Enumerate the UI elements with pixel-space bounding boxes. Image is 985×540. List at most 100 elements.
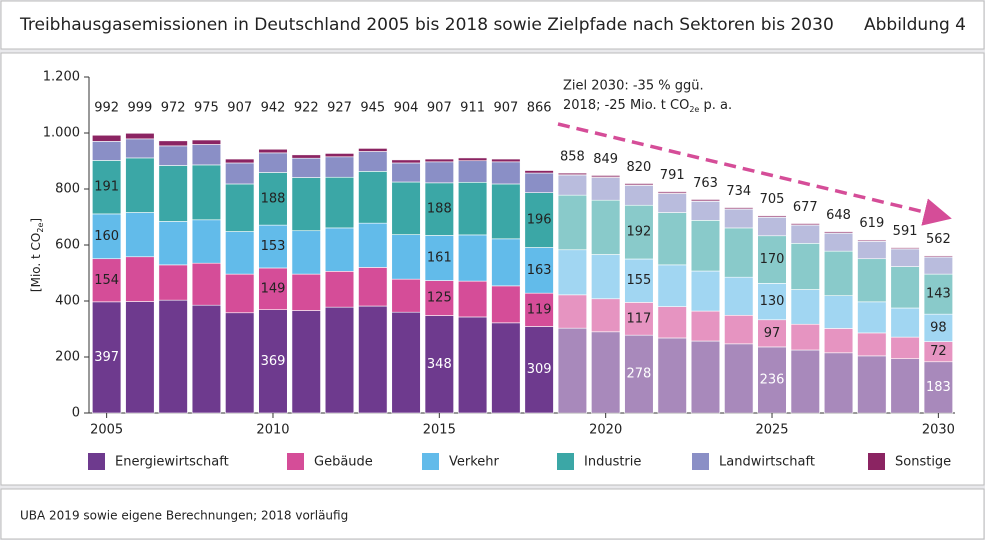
value-label: 143 bbox=[926, 287, 951, 302]
chart-title: Treibhausgasemissionen in Deutschland 20… bbox=[19, 15, 834, 35]
total-label: 858 bbox=[560, 149, 585, 164]
bar-segment bbox=[424, 182, 454, 236]
value-label: 183 bbox=[926, 380, 951, 395]
bar-segment bbox=[391, 159, 421, 164]
bar-segment bbox=[591, 254, 621, 300]
total-label: 942 bbox=[261, 101, 286, 116]
bar-segment bbox=[557, 174, 588, 196]
bar-segment bbox=[358, 267, 388, 307]
y-label-end: ] bbox=[29, 218, 43, 223]
bar-segment bbox=[757, 235, 787, 284]
legend-label: Landwirtschaft bbox=[719, 455, 815, 470]
total-label: 922 bbox=[294, 101, 319, 116]
bar-segment bbox=[191, 164, 222, 221]
legend-swatch bbox=[287, 453, 304, 470]
bar-segment bbox=[424, 315, 454, 414]
total-label: 904 bbox=[394, 101, 419, 116]
bar-segment bbox=[225, 183, 255, 232]
bar-segment bbox=[591, 331, 621, 414]
bar-segment bbox=[92, 213, 122, 260]
bar-segment bbox=[258, 172, 288, 226]
bar-segment bbox=[258, 224, 288, 269]
bar-segment bbox=[491, 158, 521, 163]
bar-segment bbox=[790, 349, 820, 414]
bar-segment bbox=[191, 262, 222, 306]
bar-segment bbox=[757, 346, 787, 414]
y-label-sub: 2e bbox=[36, 223, 45, 233]
bar-segment bbox=[225, 158, 255, 164]
bar-segment bbox=[790, 224, 820, 244]
value-label: 192 bbox=[627, 225, 652, 240]
bar-segment bbox=[258, 152, 288, 173]
header-panel bbox=[0, 0, 985, 50]
y-tick-label: 1.200 bbox=[43, 70, 80, 85]
bar-segment bbox=[258, 267, 288, 310]
bar-segment bbox=[225, 312, 255, 414]
bar-segment bbox=[690, 220, 721, 272]
y-tick-label: 800 bbox=[55, 182, 80, 197]
legend-swatch bbox=[88, 453, 105, 470]
value-label: 196 bbox=[527, 213, 552, 228]
legend-swatch bbox=[692, 453, 709, 470]
bar-segment bbox=[324, 271, 355, 308]
annotation-line1: Ziel 2030: -35 % ggü. bbox=[563, 79, 704, 94]
bar-segment bbox=[757, 319, 787, 348]
bar-segment bbox=[557, 172, 588, 176]
bar-segment bbox=[125, 138, 155, 159]
bar-segment bbox=[158, 299, 188, 414]
bar-segment bbox=[724, 314, 754, 345]
bar-segment bbox=[258, 309, 288, 414]
bar-segment bbox=[92, 301, 122, 414]
bar-segment bbox=[358, 148, 388, 152]
bar-segment bbox=[291, 154, 321, 159]
bar-segment bbox=[857, 355, 887, 414]
bar-segment bbox=[125, 301, 155, 414]
legend-label: Verkehr bbox=[449, 455, 500, 470]
bar-segment bbox=[923, 256, 953, 275]
total-label: 999 bbox=[127, 101, 152, 116]
value-label: 191 bbox=[94, 180, 119, 195]
total-label: 911 bbox=[460, 101, 485, 116]
bar-segment bbox=[391, 311, 421, 414]
total-label: 972 bbox=[161, 101, 186, 116]
bar-segment bbox=[857, 301, 887, 334]
value-label: 161 bbox=[427, 251, 452, 266]
bar-segment bbox=[923, 313, 953, 342]
annotation-sub: 2e bbox=[689, 105, 699, 114]
bar-segment bbox=[591, 199, 621, 255]
bar-segment bbox=[225, 231, 255, 275]
bar-segment bbox=[857, 241, 887, 260]
value-label: 98 bbox=[930, 320, 947, 335]
bar-segment bbox=[790, 243, 820, 290]
y-axis-label: [Mio. t CO2e] bbox=[29, 218, 46, 292]
annotation-text: p. a. bbox=[699, 98, 732, 113]
bar-segment bbox=[491, 183, 521, 240]
bar-segment bbox=[158, 264, 188, 301]
bar-segment bbox=[690, 201, 721, 221]
bar-segment bbox=[890, 247, 920, 250]
bar-segment bbox=[191, 304, 222, 414]
bar-segment bbox=[657, 337, 687, 414]
bar-segment bbox=[491, 161, 521, 185]
bar-segment bbox=[657, 191, 687, 194]
plot: 0 200 400 600 800 1.000 1.200 397 154 160 191 992 20… bbox=[43, 70, 955, 470]
bar-segment bbox=[823, 328, 854, 354]
bar-segment bbox=[724, 208, 754, 229]
total-label: 927 bbox=[327, 101, 352, 116]
value-label: 170 bbox=[760, 252, 785, 267]
value-label: 97 bbox=[764, 326, 781, 341]
value-label: 117 bbox=[627, 311, 652, 326]
bar-segment bbox=[857, 258, 887, 303]
bar-segment bbox=[657, 193, 687, 213]
bar-segment bbox=[524, 192, 554, 248]
bar-segment bbox=[757, 215, 787, 218]
bar-segment bbox=[125, 132, 155, 140]
bar-segment bbox=[324, 176, 355, 229]
total-label: 648 bbox=[826, 208, 851, 223]
bar-segment bbox=[391, 181, 421, 235]
bar-segment bbox=[158, 221, 188, 266]
bar-segment bbox=[657, 212, 687, 266]
bar-segment bbox=[724, 343, 754, 414]
bar-segment bbox=[291, 310, 321, 414]
